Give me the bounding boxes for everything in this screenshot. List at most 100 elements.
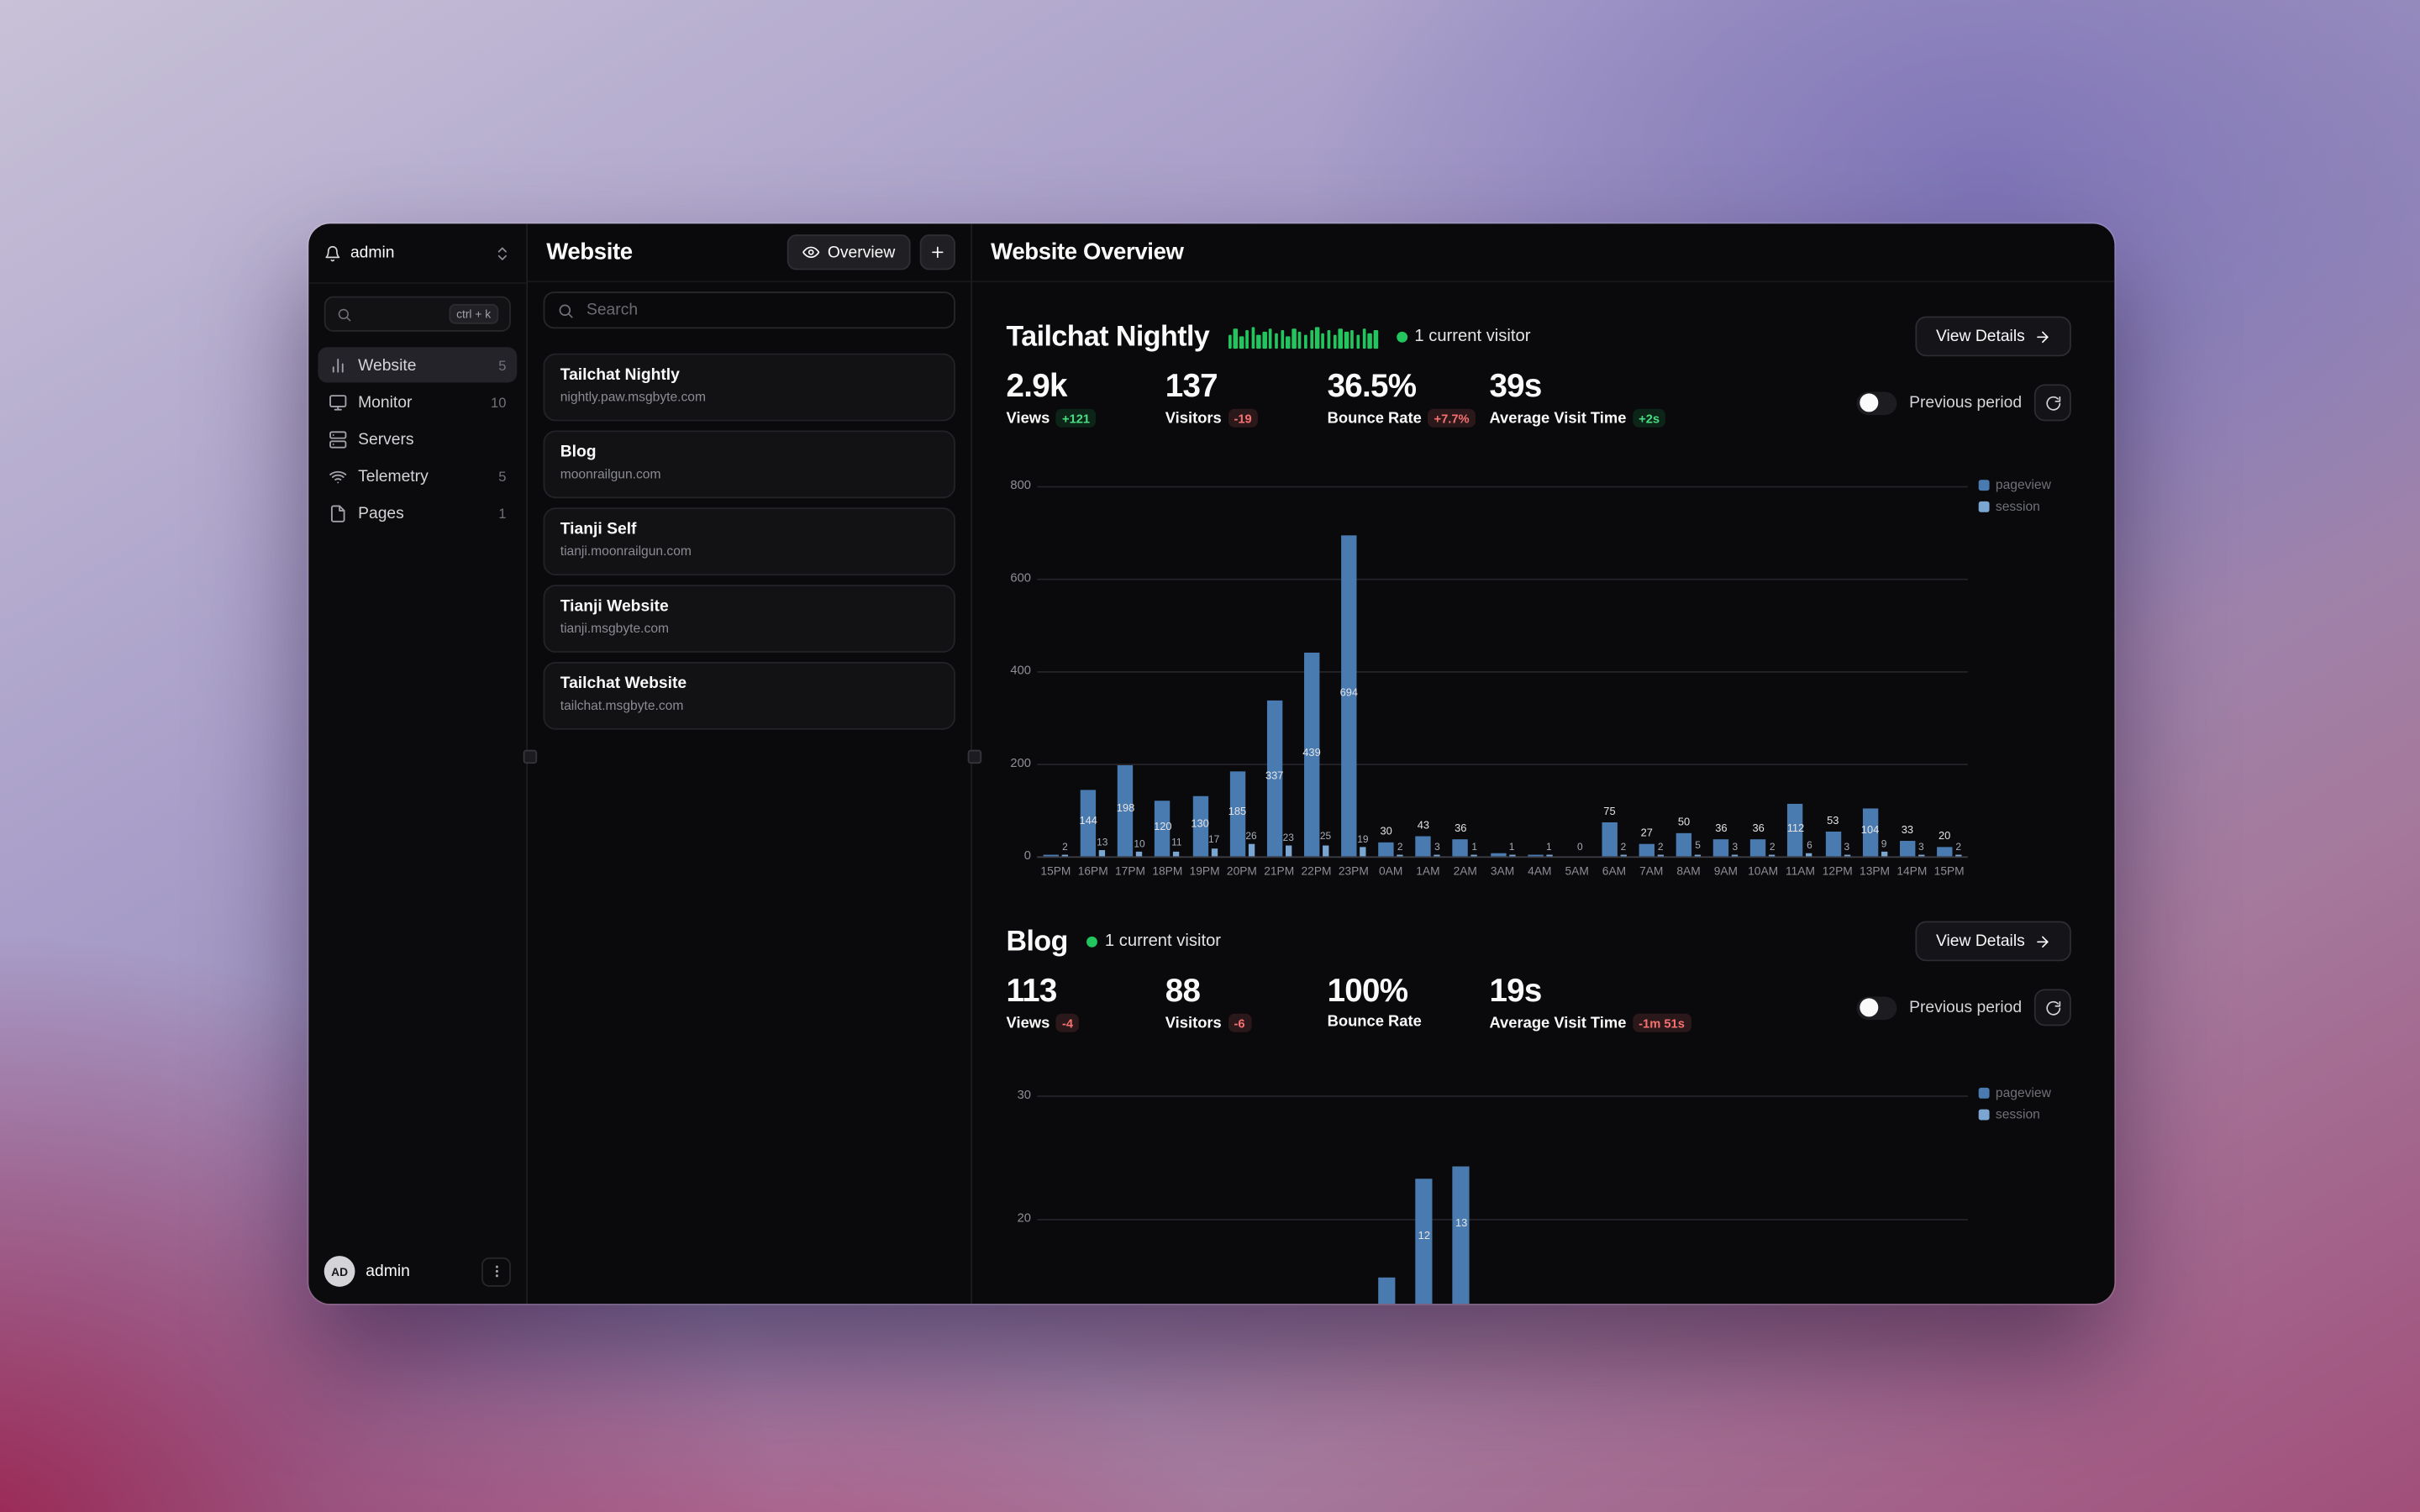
website-search-input[interactable] [583,299,942,322]
sidebar-nav: Website 5 Monitor 10 Servers Telemetry 5 Pages 1 [318,347,518,531]
y-axis-label: 20 [1017,1210,1031,1226]
sidebar-item-count: 10 [491,394,507,410]
legend-item-session[interactable]: session [1978,498,2051,514]
gridline [1037,856,1968,858]
activity-bar [1234,328,1238,349]
bar-value-label: 104 [1860,825,1880,837]
stat-value: 137 [1165,368,1218,405]
website-name: Tianji Self [560,519,637,539]
chart-legend: pageview session [1978,1084,2051,1121]
sidebar-item-pages[interactable]: Pages 1 [318,496,517,531]
pageview-bar [1750,839,1766,857]
website-domain: nightly.paw.msgbyte.com [560,388,707,405]
stat-label-row: Views -4 [1007,1013,1165,1032]
activity-bar [1256,333,1261,349]
sidebar-item-servers[interactable]: Servers [318,421,517,456]
sidebar-item-website[interactable]: Website 5 [318,347,518,383]
workspace-selector[interactable]: admin [308,223,527,284]
session-bar [1657,854,1664,857]
y-axis-label: 30 [1017,1087,1031,1102]
chart-controls: Previous period [1856,989,2071,1026]
x-axis-label: 20PM [1226,864,1257,879]
stat-change-badge: +7.7% [1428,408,1476,428]
sidebar-search[interactable]: ctrl + k [324,296,511,332]
legend-label: pageview [1995,476,2051,492]
session-bar [1248,844,1255,857]
stat-change-badge: +2s [1632,408,1666,428]
x-axis-label: 13PM [1860,864,1891,879]
plus-icon [932,246,944,259]
stat-average-visit-time: 19s Average Visit Time -1m 51s [1489,974,1691,1032]
session-value-label: 1 [1508,841,1515,853]
session-bar [1918,854,1925,857]
website-card-blog[interactable]: Blog moonrailgun.com [543,430,955,499]
session-bar [1285,845,1292,857]
stats-row: 113 Views -4 88 Visitors -6 100% Bounce Rate 19s… [1007,974,1691,1032]
legend-item-session[interactable]: session [1978,1106,2051,1121]
stats-row: 2.9k Views +121 137 Visitors -19 36.5% Bounce R… [1007,369,1666,428]
previous-period-label: Previous period [1909,998,2023,1017]
previous-period-toggle[interactable] [1856,995,1897,1020]
session-bar [1620,854,1627,857]
pageview-bar [1341,534,1357,857]
bar-value-label: 694 [1339,688,1359,700]
stat-value: 39s [1489,368,1542,405]
bar-value-label: 144 [1079,816,1097,827]
legend-item-pageview[interactable]: pageview [1978,1084,2051,1100]
website-card-tailchat-website[interactable]: Tailchat Website tailchat.msgbyte.com [543,661,955,730]
bar-value-label: 337 [1265,771,1284,783]
bar-value-label: 439 [1302,748,1321,759]
stat-label-row: Bounce Rate [1328,1014,1490,1031]
pageview-bar [1862,808,1878,857]
refresh-button[interactable] [2033,989,2071,1026]
website-search[interactable] [543,291,955,329]
monitor-icon [329,392,347,411]
sidebar-search-input[interactable] [359,303,441,324]
previous-period-toggle[interactable] [1856,391,1897,415]
bar-value-label: 198 [1116,803,1135,815]
pageview-bar [1118,764,1134,857]
website-name: Tianji Website [560,596,669,616]
sidebar-item-telemetry[interactable]: Telemetry 5 [318,459,517,494]
session-value-label: 26 [1245,831,1257,843]
view-details-button[interactable]: View Details [1916,921,2071,962]
section-header-blog: Blog 1 current visitor View Details [1007,918,2071,964]
view-details-button[interactable]: View Details [1916,316,2071,357]
website-card-tianji-website[interactable]: Tianji Website tianji.msgbyte.com [543,585,955,653]
website-section-title: Blog [1006,924,1069,957]
refresh-button[interactable] [2033,384,2071,422]
server-icon [329,430,347,449]
current-visitor-label: 1 current visitor [1104,932,1222,951]
sidebar-resize-handle[interactable] [522,749,537,764]
session-value-label: 19 [1357,834,1369,846]
user-menu-button[interactable] [481,1257,511,1286]
session-bar [1136,851,1143,857]
sidebar-item-label: Servers [358,429,414,449]
pageview-bar [1415,1179,1433,1305]
sidebar-item-label: Pages [358,503,404,522]
sidebar-item-monitor[interactable]: Monitor 10 [318,384,517,419]
session-value-label: 25 [1319,831,1332,843]
website-card-tailchat-nightly[interactable]: Tailchat Nightly nightly.paw.msgbyte.com [543,353,955,422]
x-axis-label: 18PM [1152,864,1183,879]
overview-button[interactable]: Overview [787,234,911,270]
session-bar [1210,848,1218,857]
stat-value: 36.5% [1327,368,1417,405]
activity-bar [1373,329,1378,349]
session-bar [1061,854,1069,857]
bar-value-label: 43 [1417,821,1430,832]
panel-resize-handle[interactable] [966,749,981,764]
session-value-label: 5 [1695,841,1701,852]
pageview-bar [1043,853,1060,857]
x-axis-label: 16PM [1077,864,1108,879]
x-axis-label: 17PM [1115,864,1145,879]
activity-bar [1309,329,1313,349]
website-name: Tailchat Nightly [560,365,680,385]
legend-item-pageview[interactable]: pageview [1978,476,2051,492]
wifi-icon [329,467,347,486]
refresh-icon [2045,1000,2060,1015]
website-section-title: Tailchat Nightly [1006,319,1210,352]
add-website-button[interactable] [919,234,955,270]
section-header-tailchat-nightly: Tailchat Nightly 1 current visitor View … [1007,313,2071,360]
website-card-tianji-self[interactable]: Tianji Self tianji.moonrailgun.com [543,507,955,576]
